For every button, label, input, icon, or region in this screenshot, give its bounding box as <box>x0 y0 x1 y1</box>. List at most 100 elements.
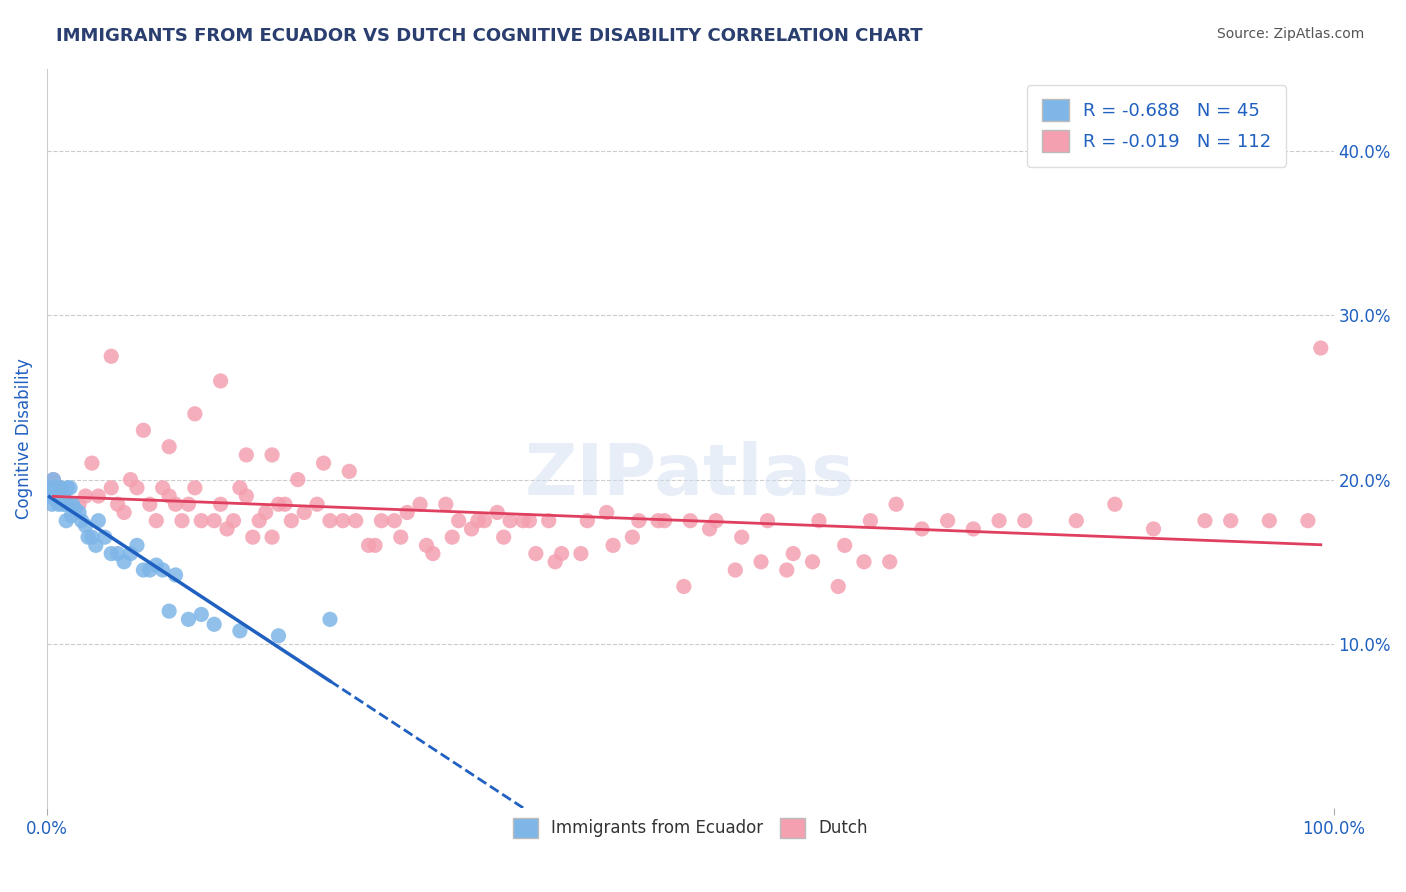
Point <box>1258 514 1281 528</box>
Point <box>654 514 676 528</box>
Point <box>67 497 90 511</box>
Point <box>647 514 669 528</box>
Point <box>724 563 747 577</box>
Point <box>222 514 245 528</box>
Point <box>87 489 110 503</box>
Point <box>42 473 65 487</box>
Point <box>434 497 457 511</box>
Point <box>55 514 77 528</box>
Point <box>1194 514 1216 528</box>
Legend: Immigrants from Ecuador, Dutch: Immigrants from Ecuador, Dutch <box>506 811 875 845</box>
Point <box>911 522 934 536</box>
Point <box>48 497 70 511</box>
Point <box>209 374 232 388</box>
Point <box>364 538 387 552</box>
Point <box>1064 514 1087 528</box>
Point <box>499 514 522 528</box>
Point <box>38 489 60 503</box>
Text: Source: ZipAtlas.com: Source: ZipAtlas.com <box>1216 27 1364 41</box>
Point <box>267 497 290 511</box>
Point <box>60 508 83 523</box>
Point <box>627 514 650 528</box>
Point <box>87 514 110 528</box>
Point <box>49 481 72 495</box>
Point <box>852 555 875 569</box>
Point <box>382 514 405 528</box>
Point <box>63 502 86 516</box>
Point <box>190 607 212 622</box>
Point <box>53 497 76 511</box>
Point <box>107 547 129 561</box>
Point <box>319 514 342 528</box>
Point <box>801 555 824 569</box>
Point <box>332 514 354 528</box>
Point <box>319 612 342 626</box>
Point <box>247 514 270 528</box>
Point <box>415 538 437 552</box>
Point <box>58 497 80 511</box>
Point <box>202 514 225 528</box>
Point <box>100 481 122 495</box>
Point <box>409 497 432 511</box>
Point <box>62 497 84 511</box>
Y-axis label: Cognitive Disability: Cognitive Disability <box>15 358 32 519</box>
Point <box>152 563 174 577</box>
Point <box>962 522 984 536</box>
Point <box>274 497 297 511</box>
Point <box>75 489 97 503</box>
Point <box>936 514 959 528</box>
Point <box>312 456 335 470</box>
Point <box>595 506 617 520</box>
Point <box>486 506 509 520</box>
Point <box>145 558 167 573</box>
Point <box>94 530 117 544</box>
Point <box>467 514 489 528</box>
Point <box>460 522 482 536</box>
Point <box>49 481 72 495</box>
Point <box>100 547 122 561</box>
Point <box>699 522 721 536</box>
Point <box>157 604 180 618</box>
Point <box>120 473 142 487</box>
Point <box>621 530 644 544</box>
Point <box>209 497 232 511</box>
Point <box>49 481 72 495</box>
Point <box>112 555 135 569</box>
Point <box>157 489 180 503</box>
Point <box>70 514 93 528</box>
Point <box>177 497 200 511</box>
Point <box>75 518 97 533</box>
Point <box>67 506 90 520</box>
Point <box>337 464 360 478</box>
Point <box>254 506 277 520</box>
Point <box>229 481 252 495</box>
Point <box>51 497 73 511</box>
Point <box>1296 514 1319 528</box>
Point <box>80 530 103 544</box>
Point <box>215 522 238 536</box>
Point <box>41 497 63 511</box>
Point <box>287 473 309 487</box>
Point <box>100 349 122 363</box>
Point <box>132 423 155 437</box>
Text: IMMIGRANTS FROM ECUADOR VS DUTCH COGNITIVE DISABILITY CORRELATION CHART: IMMIGRANTS FROM ECUADOR VS DUTCH COGNITI… <box>56 27 922 45</box>
Point <box>139 497 162 511</box>
Point <box>77 530 100 544</box>
Point <box>235 448 257 462</box>
Point <box>184 481 207 495</box>
Point <box>447 514 470 528</box>
Point <box>1219 514 1241 528</box>
Point <box>165 497 187 511</box>
Point <box>177 612 200 626</box>
Point <box>807 514 830 528</box>
Point <box>267 629 290 643</box>
Point <box>152 481 174 495</box>
Point <box>550 547 572 561</box>
Point <box>145 514 167 528</box>
Point <box>292 506 315 520</box>
Point <box>492 530 515 544</box>
Point <box>42 473 65 487</box>
Point <box>202 617 225 632</box>
Point <box>125 538 148 552</box>
Point <box>184 407 207 421</box>
